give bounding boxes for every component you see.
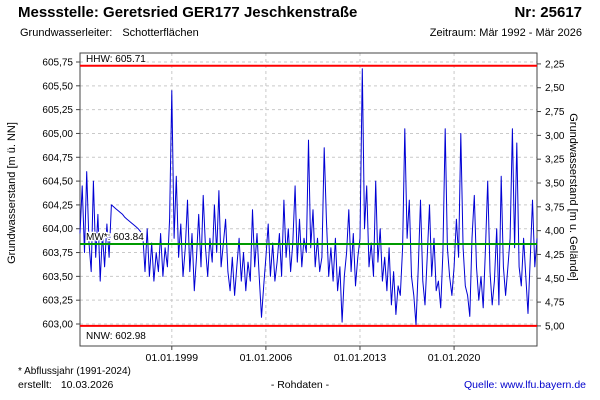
left-tick-label: 603,50	[42, 272, 73, 283]
left-tick-label: 603,75	[42, 248, 73, 259]
left-tick-label: 604,00	[42, 224, 73, 235]
plot-border	[79, 52, 538, 347]
x-tick-label: 01.01.2013	[334, 352, 387, 364]
ref-line-label-hhw: HHW: 605.71	[86, 54, 146, 65]
created-date: 10.03.2026	[60, 379, 114, 391]
right-tick-label: 3,25	[545, 155, 565, 166]
right-tick-label: 3,50	[545, 178, 565, 189]
aquifer-info: Grundwasserleiter: Schotterflächen	[20, 27, 199, 39]
left-tick-label: 605,75	[42, 58, 73, 69]
aquifer-label: Grundwasserleiter:	[20, 27, 113, 39]
created-label: erstellt:	[18, 379, 52, 391]
left-tick-label: 605,00	[42, 129, 73, 140]
left-axis-title: Grundwasserstand [m ü. NN]	[6, 122, 18, 264]
station-number: Nr: 25617	[514, 4, 582, 21]
right-tick-label: 2,25	[545, 59, 565, 70]
source-link[interactable]: Quelle: www.lfu.bayern.de	[464, 379, 586, 391]
right-tick-label: 5,00	[545, 321, 565, 332]
right-tick-label: 3,00	[545, 131, 565, 142]
x-tick-label: 01.01.2006	[240, 352, 293, 364]
right-tick-label: 2,50	[545, 83, 565, 94]
data-series-line	[79, 68, 538, 326]
page-title: Messstelle: Geretsried GER177 Jeschkenst…	[18, 4, 358, 21]
created-info: erstellt: 10.03.2026	[18, 379, 113, 391]
left-tick-label: 604,75	[42, 153, 73, 164]
left-tick-label: 603,00	[42, 320, 73, 331]
ref-line-label-nnw: NNW: 602.98	[86, 331, 146, 342]
x-tick-label: 01.01.1999	[146, 352, 199, 364]
right-tick-label: 2,75	[545, 107, 565, 118]
left-tick-label: 604,25	[42, 200, 73, 211]
left-tick-label: 603,25	[42, 296, 73, 307]
right-tick-label: 4,25	[545, 250, 565, 261]
right-tick-label: 3,75	[545, 202, 565, 213]
data-type-label: - Rohdaten -	[270, 379, 330, 391]
right-tick-label: 4,50	[545, 274, 565, 285]
ref-line-label-mw: MW*: 603.84	[86, 232, 144, 243]
right-tick-label: 4,00	[545, 226, 565, 237]
time-range: Zeitraum: Mär 1992 - Mär 2026	[429, 27, 582, 39]
aquifer-value: Schotterflächen	[122, 27, 199, 39]
right-tick-label: 4,75	[545, 298, 565, 309]
left-tick-label: 605,25	[42, 105, 73, 116]
right-axis-title: Grundwasserstand [m u. Gelände]	[567, 113, 579, 281]
x-tick-label: 01.01.2020	[428, 352, 481, 364]
left-tick-label: 604,50	[42, 177, 73, 188]
footnote: * Abflussjahr (1991-2024)	[18, 366, 131, 377]
left-tick-label: 605,50	[42, 81, 73, 92]
